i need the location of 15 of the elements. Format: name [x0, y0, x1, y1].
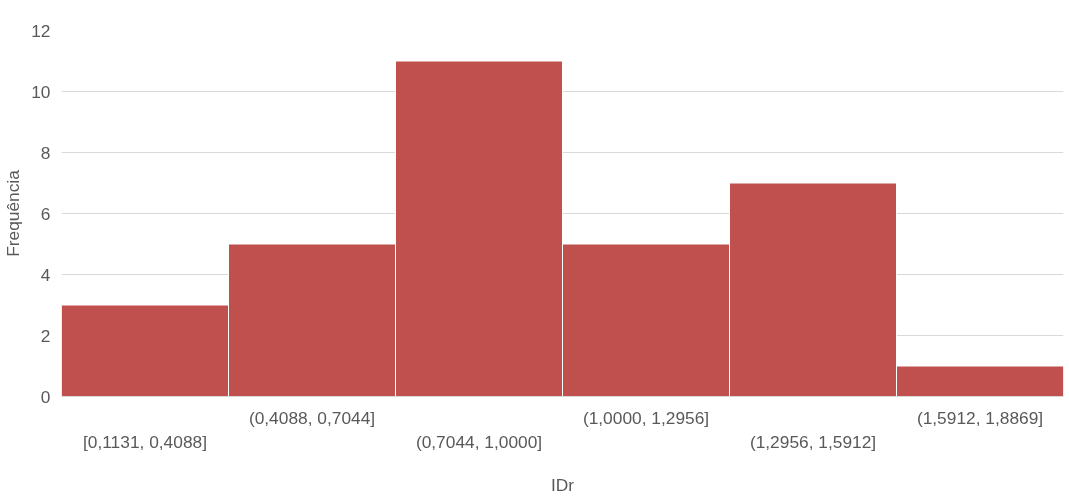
x-tick-label: (0,7044, 1,0000] [415, 431, 543, 452]
y-axis-title: Frequência [3, 169, 24, 257]
y-tick-label: 12 [31, 20, 51, 41]
x-tick-label: (1,2956, 1,5912] [749, 431, 877, 452]
y-tick-label: 10 [31, 81, 51, 102]
y-tick-label: 8 [40, 142, 51, 163]
x-tick-label: (1,0000, 1,2956] [582, 407, 710, 428]
x-axis-title: IDr [550, 474, 575, 495]
x-tick-label: [0,1131, 0,4088] [83, 431, 207, 452]
y-tick-label: 6 [40, 203, 51, 224]
y-tick-label: 4 [40, 264, 51, 285]
y-tick-label: 0 [40, 386, 51, 407]
y-tick-label: 2 [40, 325, 51, 346]
x-tick-label: (1,5912, 1,8869] [916, 407, 1044, 428]
x-tick-label: (0,4088, 0,7044] [248, 407, 376, 428]
